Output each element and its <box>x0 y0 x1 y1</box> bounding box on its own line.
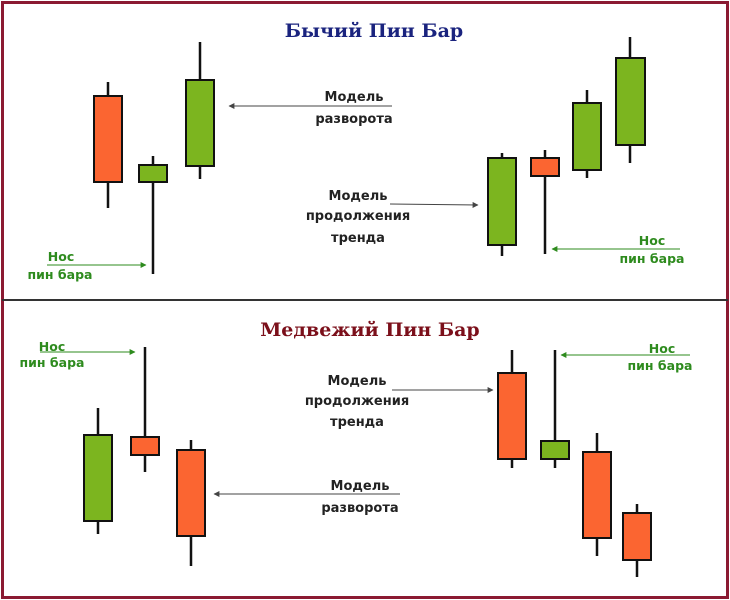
label-line: Модель <box>325 90 384 105</box>
candle-body <box>176 449 206 537</box>
nose-label: пин бара <box>628 358 693 373</box>
bearish-panel: Медвежий Пин Бар <box>20 319 693 577</box>
nose-label: Нос <box>48 249 74 264</box>
candle-body <box>572 102 602 171</box>
candle-body <box>497 372 527 460</box>
label-line: разворота <box>315 112 392 127</box>
candle <box>497 350 527 468</box>
candle <box>582 433 612 556</box>
candle <box>572 90 602 178</box>
continuation-arrow <box>389 201 479 208</box>
candle-body <box>487 157 517 246</box>
candle-body <box>138 164 168 183</box>
bullish-title: Бычий Пин Бар <box>285 20 463 42</box>
label-line: Модель <box>329 189 388 204</box>
candle <box>185 42 215 179</box>
bullish-reversal-label: Модель разворота <box>228 90 393 127</box>
bearish-continuation-label: Модель продолжения тренда <box>305 374 494 430</box>
bullish-candles <box>93 37 646 274</box>
candle-body <box>622 512 652 561</box>
nose-label: Нос <box>649 341 675 356</box>
nose-label: пин бара <box>620 251 685 266</box>
bearish-nose-left: Нос пин бара <box>20 339 136 370</box>
candle <box>83 408 113 534</box>
label-line: разворота <box>321 501 398 516</box>
candle <box>530 150 560 254</box>
candle <box>130 347 160 472</box>
bullish-continuation-label: Модель продолжения тренда <box>306 189 479 246</box>
candle-body <box>130 436 160 456</box>
candle <box>622 504 652 577</box>
candle <box>487 153 517 256</box>
bearish-candles <box>83 347 652 577</box>
nose-label: пин бара <box>28 267 93 282</box>
candle-body <box>83 434 113 522</box>
candle-body <box>185 79 215 167</box>
bullish-panel: Бычий Пин Бар <box>28 20 685 282</box>
candle <box>138 156 168 274</box>
bearish-reversal-label: Модель разворота <box>213 479 400 516</box>
nose-label: Нос <box>639 233 665 248</box>
candle-body <box>93 95 123 183</box>
label-line: тренда <box>330 415 384 430</box>
bullish-nose-right: Нос пин бара <box>551 233 685 266</box>
candle-body <box>615 57 646 146</box>
bearish-nose-right: Нос пин бара <box>560 341 693 373</box>
label-line: Модель <box>331 479 390 494</box>
nose-label: Нос <box>39 339 65 354</box>
label-line: Модель <box>328 374 387 389</box>
candle <box>540 350 570 468</box>
candle <box>93 82 123 208</box>
candle-body <box>540 440 570 460</box>
bearish-title: Медвежий Пин Бар <box>260 319 479 341</box>
candle-body <box>582 451 612 539</box>
nose-label: пин бара <box>20 355 85 370</box>
candle <box>176 440 206 566</box>
label-line: продолжения <box>305 394 409 409</box>
candle <box>615 37 646 163</box>
bullish-nose-left: Нос пин бара <box>28 249 147 282</box>
label-line: продолжения <box>306 209 410 224</box>
label-line: тренда <box>331 231 385 246</box>
candle-body <box>530 157 560 177</box>
